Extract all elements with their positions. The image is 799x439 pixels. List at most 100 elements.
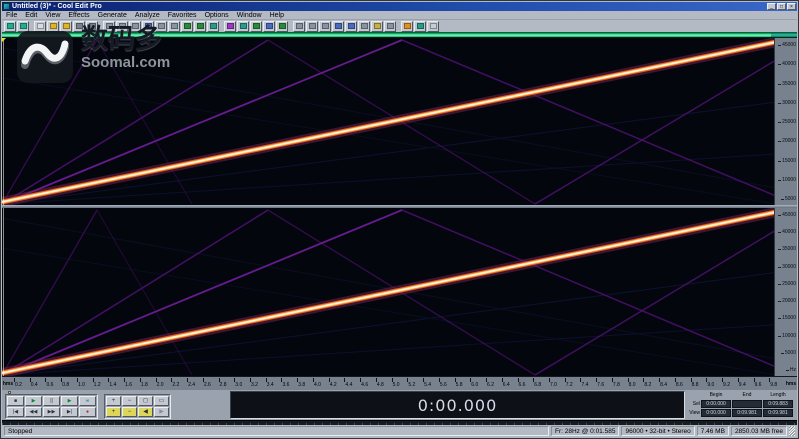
options-settings-button[interactable]: [414, 20, 426, 32]
favorites-star-button[interactable]: [401, 20, 413, 32]
go-to-end-button[interactable]: ▶|: [61, 407, 78, 417]
phase-analysis-button[interactable]: [263, 20, 275, 32]
time-tick: 9.8: [769, 377, 785, 390]
trim-button[interactable]: [155, 20, 167, 32]
maximize-button[interactable]: □: [777, 3, 786, 10]
time-display[interactable]: 0:00.000: [230, 391, 685, 419]
rewind-button[interactable]: ◀◀: [25, 407, 42, 417]
undo-button[interactable]: [73, 20, 85, 32]
sweep-core: [2, 41, 776, 203]
zoom-full-button[interactable]: ◻: [138, 396, 153, 406]
go-to-start-button[interactable]: |◀: [7, 407, 24, 417]
time-tick: 4.6: [360, 377, 376, 390]
channel-divider[interactable]: [2, 205, 797, 208]
alias-harmonic-2-rise: [2, 209, 403, 376]
window-time-button[interactable]: [358, 20, 370, 32]
paste-button[interactable]: [129, 20, 141, 32]
channel-right[interactable]: 45000 40000 35000 30000 25000 20000 15000 10000…: [2, 208, 797, 376]
view-begin-cell[interactable]: 0:00.000: [701, 408, 731, 417]
edit-pencil-button[interactable]: [224, 20, 236, 32]
zoom-to-selection-button[interactable]: ▭: [154, 396, 169, 406]
freq-ruler[interactable]: 45000 40000 35000 30000 25000 20000 15000 10000…: [774, 208, 797, 376]
copy-button[interactable]: [116, 20, 128, 32]
resize-grip-icon[interactable]: [789, 426, 795, 436]
convert-sample-type-button[interactable]: [181, 20, 193, 32]
channel-left[interactable]: 45000 40000 35000 30000 25000 20000 15000 10000…: [2, 38, 797, 205]
menu-options[interactable]: Options: [204, 11, 229, 19]
window-sel-view-icon: [373, 23, 381, 29]
timeline-ruler[interactable]: hms 0.2 0.4 0.6 0.8 1.0 1.2 1.4 1.6 1.8 2.0 2.2 2.4…: [2, 376, 797, 390]
menu-help[interactable]: Help: [269, 11, 284, 19]
statistics-button[interactable]: [276, 20, 288, 32]
time-tick: 2.4: [187, 377, 203, 390]
menu-file[interactable]: File: [6, 11, 18, 19]
zoom-left-edge-button[interactable]: ◀: [138, 407, 153, 417]
sel-end-cell[interactable]: [732, 399, 762, 408]
freq-ruler[interactable]: 45000 40000 35000 30000 25000 20000 15000 10000…: [774, 38, 797, 205]
zoom-in-vertical-button[interactable]: +: [106, 407, 121, 417]
level-meter[interactable]: [2, 420, 797, 428]
mix-paste-button[interactable]: [142, 20, 154, 32]
zoom-in-button[interactable]: +: [106, 396, 121, 406]
open-file-button[interactable]: [47, 20, 59, 32]
menu-generate[interactable]: Generate: [97, 11, 127, 19]
play-looped-button[interactable]: ▶: [61, 396, 78, 406]
help-button[interactable]: [427, 20, 439, 32]
sel-begin-cell[interactable]: 0:00.000: [701, 399, 731, 408]
view-end-cell[interactable]: 0:09.981: [732, 408, 762, 417]
menu-analyze[interactable]: Analyze: [134, 11, 160, 19]
multitrack-view-button[interactable]: [17, 20, 29, 32]
menu-edit[interactable]: Edit: [25, 11, 38, 19]
timeline-unit-right: hms: [785, 381, 797, 387]
window-transport-button[interactable]: [332, 20, 344, 32]
time-tick: 9.2: [722, 377, 738, 390]
delete-selection-button[interactable]: [168, 20, 180, 32]
phone-record-icon: [209, 23, 217, 29]
spectral-display[interactable]: 45000 40000 35000 30000 25000 20000 15000 10000…: [2, 38, 797, 376]
save-file-button[interactable]: [60, 20, 72, 32]
selview-panel: Begin End Length Sel 0:00.000 0:09.883 View 0:0…: [687, 391, 795, 419]
window-zoom-button[interactable]: [345, 20, 357, 32]
menu-view[interactable]: View: [45, 11, 61, 19]
record-button[interactable]: ●: [79, 407, 96, 417]
timeline-unit-left: hms: [2, 381, 14, 387]
zoom-right-edge-button[interactable]: ▶: [154, 407, 169, 417]
menu-window[interactable]: Window: [236, 11, 262, 19]
frequency-analysis-button[interactable]: [250, 20, 262, 32]
view-length-cell[interactable]: 0:09.981: [763, 408, 793, 417]
menu-effects[interactable]: Effects: [68, 11, 90, 19]
phase-analysis-icon: [265, 23, 273, 29]
sel-length-cell[interactable]: 0:09.883: [763, 399, 793, 408]
menu-favorites[interactable]: Favorites: [167, 11, 197, 19]
overview-bar[interactable]: [2, 32, 797, 38]
phone-record-button[interactable]: [207, 20, 219, 32]
window-cue-list-button[interactable]: [306, 20, 318, 32]
minimize-button[interactable]: _: [767, 3, 776, 10]
alias-harmonic-2-fold: [401, 209, 776, 368]
fast-forward-button[interactable]: ▶▶: [43, 407, 60, 417]
batch-process-button[interactable]: [194, 20, 206, 32]
play-to-end-button[interactable]: ∞: [79, 396, 96, 406]
waveform-view-button[interactable]: [4, 20, 16, 32]
edit-pencil-icon: [226, 23, 234, 29]
alias-harmonic-5-rise: [2, 39, 98, 205]
title-bar[interactable]: Untitled (3)* - Cool Edit Pro _ □ ×: [2, 2, 797, 11]
cue-marker-icon[interactable]: [2, 38, 6, 42]
time-tick: 2.6: [202, 377, 219, 390]
play-button[interactable]: ▶: [25, 396, 42, 406]
zoom-out-button[interactable]: −: [122, 396, 137, 406]
cut-button[interactable]: [103, 20, 115, 32]
window-sel-view-button[interactable]: [371, 20, 383, 32]
close-button[interactable]: ×: [787, 3, 796, 10]
time-tick: 5.4: [423, 377, 439, 390]
window-organizer-button[interactable]: [293, 20, 305, 32]
redo-button[interactable]: [86, 20, 98, 32]
pause-button[interactable]: ||: [43, 396, 60, 406]
zoom-out-vertical-button[interactable]: −: [122, 407, 137, 417]
window-level-meter-button[interactable]: [384, 20, 396, 32]
fan-trace-1: [2, 101, 776, 205]
script-console-button[interactable]: [237, 20, 249, 32]
stop-button[interactable]: ■: [7, 396, 24, 406]
new-file-button[interactable]: [34, 20, 46, 32]
window-play-list-button[interactable]: [319, 20, 331, 32]
